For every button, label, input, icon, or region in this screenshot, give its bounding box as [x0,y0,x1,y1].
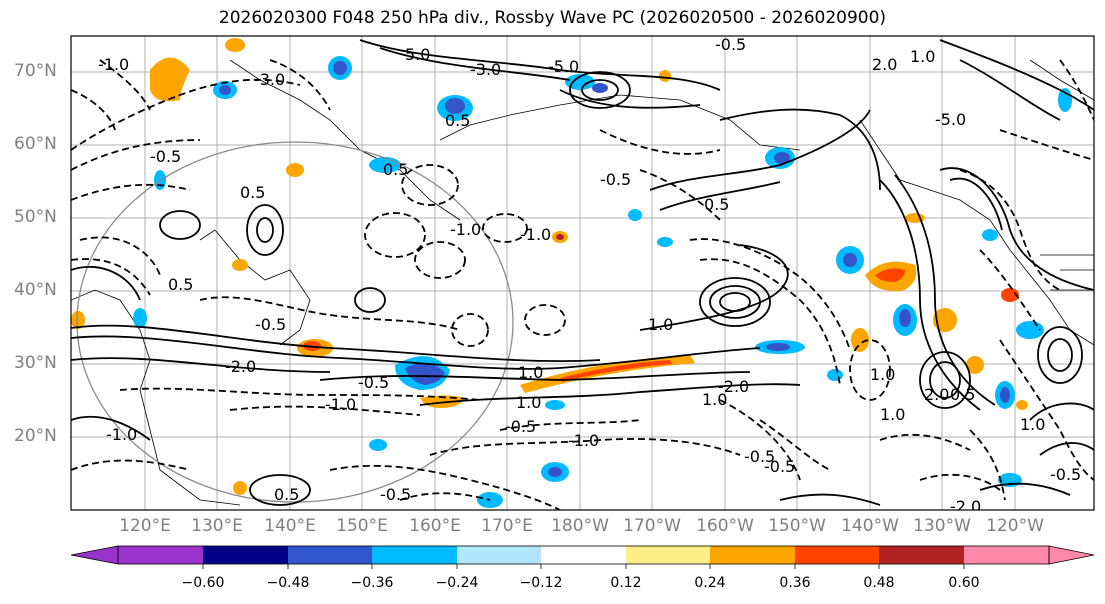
contour-label: 0.5 [383,160,408,179]
contour-label: -1.0 [106,425,137,444]
contour-label: -2.0 [950,497,981,516]
contour-label: 1.0 [1020,415,1045,434]
negative-contours [71,59,1094,510]
contour-labels: 1.0 1.0 -0.5 -0.5 -1.0 -2.0 -0.5 -0.5 0.… [98,35,1081,516]
colorbar-extend-low [70,545,119,565]
colorbar-segment [795,546,879,564]
longitude-label: 150°E [336,516,388,536]
colorbar-tick-label: −0.36 [350,575,394,591]
colorbar-segment [457,546,541,564]
longitude-label: 160°E [409,516,461,536]
contour-label: -1.0 [450,220,481,239]
contour-label: -1.0 [520,225,551,244]
contour-label: -5.0 [935,110,966,129]
colorbar-segment [203,546,288,564]
colorbar-segment [118,546,203,564]
contour-label: -0.5 [764,457,795,476]
highlight-circle [76,141,514,503]
colorbar-extend-high [1048,545,1095,565]
contour-label: -0.5 [715,35,746,54]
colorbar-tick-label: −0.12 [519,575,563,591]
contour-label: 0.5 [704,195,729,214]
colorbar-tick-label: 0.12 [610,575,642,591]
contour-label: -0.5 [600,170,631,189]
latitude-label: 30°N [14,353,57,373]
contour-label: 0.5 [445,111,470,130]
colorbar-segment [288,546,372,564]
map-frame [70,35,1095,511]
contour-label: -0.5 [358,373,389,392]
longitude-label: 140°W [841,516,899,536]
latitude-label: 50°N [14,207,57,227]
colorbar-segment [710,546,795,564]
contour-label: -0.5 [255,315,286,334]
colorbar-tick-label: 0.60 [948,575,980,591]
contour-label: 1.0 [518,363,543,382]
longitude-label: 130°W [913,516,971,536]
colorbar-tick-label: −0.24 [435,575,479,591]
colorbar-segment [626,546,710,564]
contour-label: 1.0 [648,315,673,334]
colorbar-tick-label: −0.48 [266,575,310,591]
latitude-label: 40°N [14,280,57,300]
longitude-label: 170°W [623,516,681,536]
latitude-label: 20°N [14,426,57,446]
longitude-label: 130°E [191,516,243,536]
contour-label: -1.0 [98,55,129,74]
coastlines [71,59,1094,506]
contour-label: 1.0 [516,393,541,412]
colorbar-tick-label: 0.48 [863,575,895,591]
contour-label: -5.0 [548,57,579,76]
colorbar [70,545,1095,569]
contour-label: 2.0 [924,385,949,404]
contour-label: -0.5 [380,485,411,504]
longitude-label: 160°W [696,516,754,536]
contour-label: -0.5 [744,447,775,466]
contour-label: -2.0 [718,377,749,396]
map-background [71,36,1094,510]
contour-label: 0.5 [950,385,975,404]
contour-label: 0.5 [274,485,299,504]
contour-label: -2.0 [225,357,256,376]
longitude-label: 150°W [768,516,826,536]
contour-label: -0.5 [505,417,536,436]
colorbar-tick-label: 0.24 [694,575,726,591]
contour-label: 1.0 [870,365,895,384]
map-title: 2026020300 F048 250 hPa div., Rossby Wav… [218,8,887,28]
contour-label: 1.0 [702,390,727,409]
contour-label: 1.0 [910,47,935,66]
contour-label: 5.0 [405,45,430,64]
colorbar-segment [541,546,626,564]
colorbar-tick-label: −0.60 [181,575,225,591]
longitude-label: 120°W [986,516,1044,536]
colorbar-segment [372,546,457,564]
contour-label: -0.5 [1050,465,1081,484]
colorbar-segment [964,546,1049,564]
longitude-label: 120°E [119,516,171,536]
longitude-label: 180°W [551,516,609,536]
latitude-label: 70°N [14,61,57,81]
colorbar-tick-label: 0.36 [779,575,811,591]
longitude-label: 140°E [264,516,316,536]
contour-label: 2.0 [872,55,897,74]
contour-label: -3.0 [254,70,285,89]
contour-label: 0.5 [240,183,265,202]
positive-contours [71,39,1094,506]
longitude-label: 170°E [481,516,533,536]
latitude-label: 60°N [14,134,57,154]
contour-label: -1.0 [325,395,356,414]
contour-label: -1.0 [568,431,599,450]
divergence-shading [71,38,1072,508]
colorbar-segment [879,546,964,564]
contour-label: 1.0 [880,405,905,424]
contour-label: -3.0 [470,60,501,79]
contour-label: -0.5 [150,147,181,166]
contour-label: 0.5 [168,275,193,294]
